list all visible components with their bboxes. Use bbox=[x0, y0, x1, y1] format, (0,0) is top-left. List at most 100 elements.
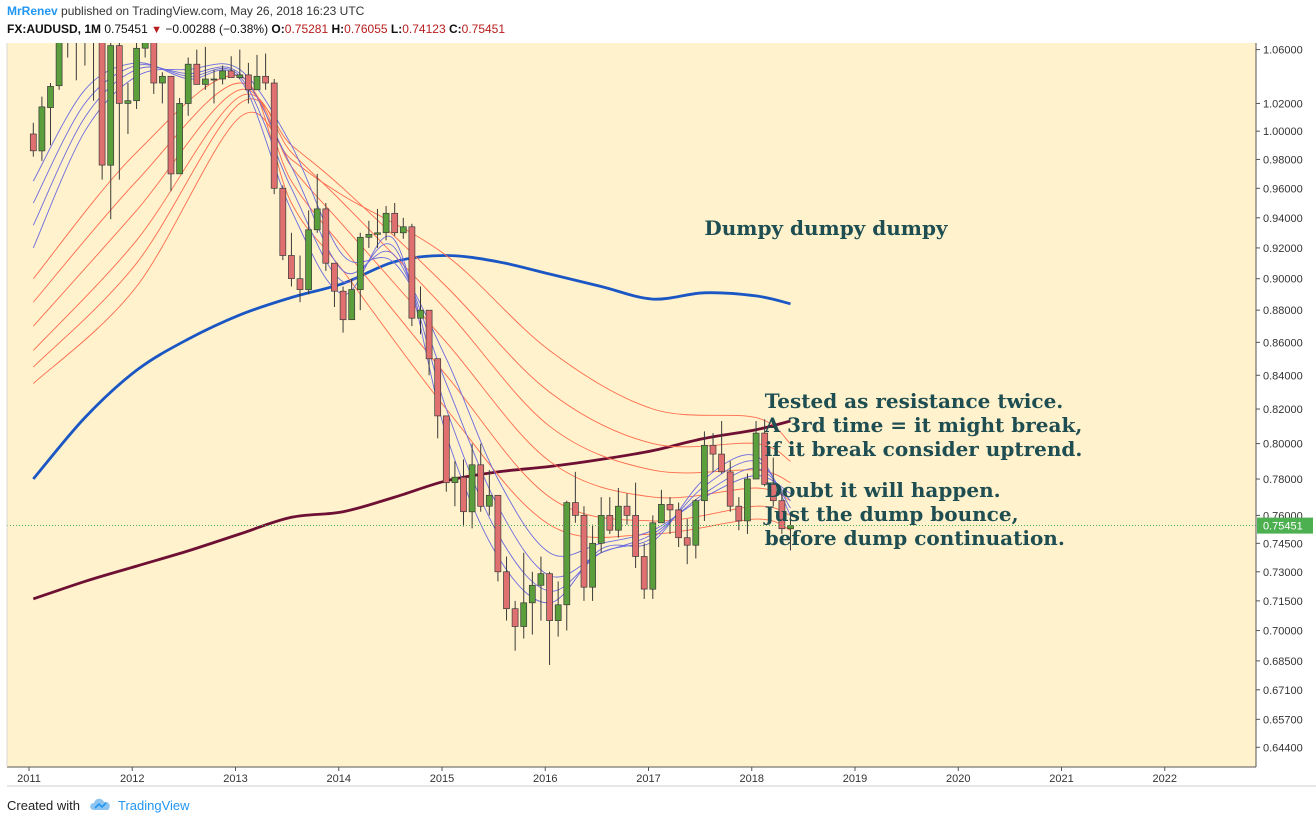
y-tick-label: 1.00000 bbox=[1263, 126, 1303, 138]
candle-body bbox=[589, 542, 596, 588]
close-label: C: bbox=[448, 22, 462, 36]
candle-body bbox=[279, 187, 287, 256]
candle-body bbox=[253, 75, 261, 91]
y-tick-label: 0.86000 bbox=[1263, 337, 1303, 349]
candle-body bbox=[331, 262, 338, 292]
candle-2015-03 bbox=[460, 459, 467, 527]
down-triangle-icon: ▼ bbox=[151, 24, 162, 36]
candle-2015-11 bbox=[528, 571, 536, 635]
candle-2011-09 bbox=[98, 43, 106, 180]
candle-body bbox=[82, 0, 88, 34]
annotation-1: Dumpy dumpy dumpy bbox=[704, 216, 949, 240]
candle-body bbox=[572, 502, 579, 516]
candle-body bbox=[417, 309, 424, 319]
candle-2016-10 bbox=[623, 493, 631, 525]
y-tick-label: 0.98000 bbox=[1263, 155, 1303, 167]
candle-2015-01 bbox=[442, 415, 450, 492]
candle-2016-11 bbox=[632, 482, 639, 568]
annotation-line: A 3rd time = it might break, bbox=[764, 413, 1083, 437]
candle-body bbox=[434, 358, 442, 417]
y-tick-label: 1.06000 bbox=[1263, 45, 1303, 57]
candle-body bbox=[210, 78, 218, 81]
candle-2014-03 bbox=[356, 232, 364, 311]
candle-2013-07 bbox=[288, 232, 295, 287]
candle-body bbox=[98, 43, 106, 166]
candle-body bbox=[477, 464, 485, 507]
candle-2016-02 bbox=[554, 581, 562, 637]
candle-body bbox=[649, 522, 657, 590]
candle-body bbox=[554, 604, 562, 621]
y-tick-label: 0.82000 bbox=[1263, 404, 1303, 416]
candle-body bbox=[374, 232, 381, 235]
y-tick-label: 0.96000 bbox=[1263, 183, 1303, 195]
x-tick-label: 2020 bbox=[946, 773, 970, 785]
candle-body bbox=[778, 500, 786, 530]
candle-body bbox=[150, 43, 158, 84]
y-tick-label: 0.64400 bbox=[1263, 742, 1303, 754]
publish-info: MrRenev published on TradingView.com, Ma… bbox=[7, 4, 364, 18]
candle-2013-10 bbox=[313, 173, 321, 233]
candle-2017-09 bbox=[718, 421, 725, 474]
y-tick-label: 0.80000 bbox=[1263, 439, 1303, 451]
candle-body bbox=[451, 476, 459, 483]
candle-2018-03 bbox=[769, 457, 777, 507]
candle-2012-11 bbox=[219, 65, 226, 85]
candle-body bbox=[563, 502, 571, 606]
candle-2012-01 bbox=[133, 43, 140, 109]
candle-body bbox=[580, 515, 588, 588]
candle-2016-12 bbox=[640, 543, 648, 599]
y-tick-label: 0.88000 bbox=[1263, 305, 1303, 317]
candle-2018-04 bbox=[778, 491, 786, 534]
y-tick-label: 0.73000 bbox=[1263, 567, 1303, 579]
candle-2015-12 bbox=[537, 556, 545, 621]
candle-2018-02 bbox=[761, 419, 769, 487]
candle-2013-05 bbox=[270, 78, 278, 195]
x-tick-label: 2012 bbox=[120, 773, 144, 785]
candle-2012-05 bbox=[167, 75, 175, 192]
tradingview-brand[interactable]: TradingView bbox=[117, 798, 190, 813]
candle-body bbox=[744, 478, 751, 522]
candle-body bbox=[735, 505, 743, 522]
candle-2013-04 bbox=[262, 53, 269, 90]
candle-2014-05 bbox=[374, 208, 381, 248]
open-value: 0.75281 bbox=[284, 22, 329, 36]
candle-2017-07 bbox=[701, 431, 708, 521]
candle-body bbox=[124, 100, 132, 104]
candle-body bbox=[683, 537, 691, 546]
candle-body bbox=[632, 515, 639, 557]
candle-body bbox=[91, 0, 97, 35]
candle-2015-10 bbox=[520, 552, 528, 639]
candle-2014-01 bbox=[339, 286, 347, 333]
candle-2017-10 bbox=[726, 461, 734, 512]
candle-2011-05 bbox=[67, 43, 69, 58]
candle-2012-08 bbox=[193, 49, 201, 85]
annotation-line: if it break consider uptrend. bbox=[765, 437, 1083, 461]
candle-2014-04 bbox=[365, 220, 373, 248]
annotation-3: Doubt it will happen. Just the dump bounc… bbox=[763, 478, 1065, 550]
author-name[interactable]: MrRenev bbox=[7, 4, 58, 18]
high-label: H: bbox=[331, 22, 345, 36]
candle-body bbox=[399, 226, 407, 234]
candle-2012-07 bbox=[184, 57, 192, 116]
candle-body bbox=[305, 229, 312, 290]
y-tick-label: 0.94000 bbox=[1263, 213, 1303, 225]
candle-2012-12 bbox=[227, 56, 235, 78]
ma-line-3 bbox=[32, 111, 791, 444]
candle-body bbox=[640, 556, 648, 590]
candle-body bbox=[167, 75, 175, 175]
plot-area[interactable] bbox=[7, 43, 1256, 767]
candle-2012-04 bbox=[159, 72, 166, 104]
candle-body bbox=[262, 75, 269, 84]
last-price: 0.75451 bbox=[104, 22, 148, 36]
candle-body bbox=[296, 278, 304, 290]
candle-2015-04 bbox=[468, 443, 476, 529]
candle-body bbox=[460, 476, 467, 513]
annotation-line: Doubt it will happen. bbox=[765, 478, 1001, 502]
candle-body bbox=[133, 47, 140, 102]
candle-body bbox=[709, 444, 717, 455]
created-with-label: Created with bbox=[7, 798, 80, 813]
ma-line-4 bbox=[32, 98, 791, 462]
candle-body bbox=[726, 471, 734, 507]
candle-2011-01 bbox=[29, 122, 37, 157]
